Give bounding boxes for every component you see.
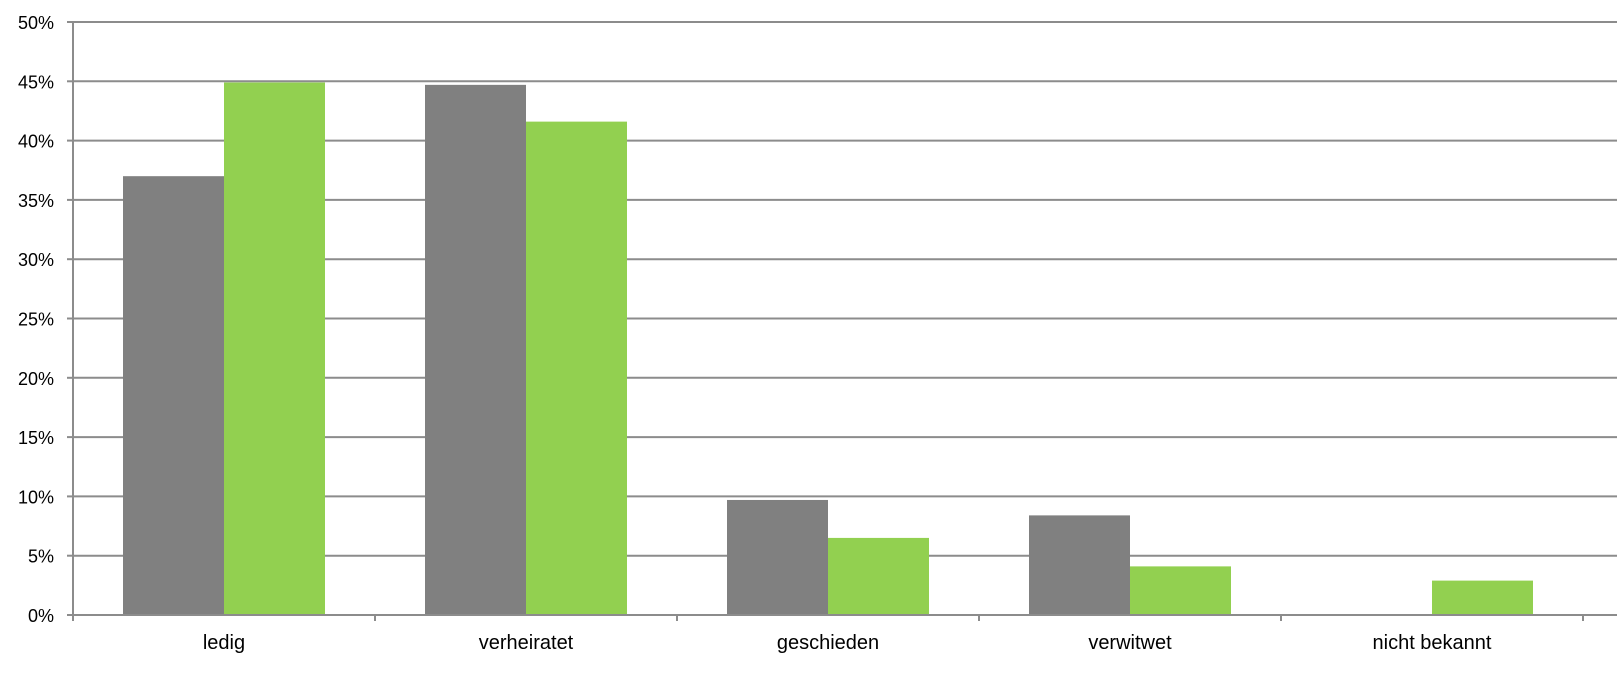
- axes: [67, 21, 1617, 621]
- bar: [224, 82, 325, 615]
- y-tick-label: 50%: [18, 13, 54, 33]
- bar: [1029, 515, 1130, 615]
- x-category-label: nicht bekannt: [1373, 632, 1492, 654]
- y-tick-label: 0%: [28, 606, 54, 626]
- y-tick-label: 40%: [18, 132, 54, 152]
- bar: [727, 499, 828, 615]
- x-category-label: verheiratet: [479, 632, 574, 654]
- bar: [526, 121, 627, 616]
- y-tick-label: 5%: [28, 547, 54, 567]
- gridlines: [73, 21, 1617, 557]
- bar: [425, 84, 526, 615]
- y-tick-label: 30%: [18, 250, 54, 270]
- y-tick-label: 10%: [18, 487, 54, 507]
- y-tick-label: 15%: [18, 428, 54, 448]
- bar: [123, 176, 224, 615]
- bar: [1432, 580, 1533, 615]
- bar: [1130, 566, 1231, 615]
- x-category-label: ledig: [203, 632, 245, 654]
- y-tick-label: 25%: [18, 310, 54, 330]
- y-tick-label: 20%: [18, 369, 54, 389]
- y-tick-label: 35%: [18, 191, 54, 211]
- bars: [123, 82, 1533, 616]
- y-tick-label: 45%: [18, 72, 54, 92]
- x-axis-labels: ledig verheiratet geschieden verwitwet nicht…: [203, 632, 1492, 654]
- bar: [828, 537, 929, 615]
- y-axis-ticks: 0% 5% 10% 15% 20% 25% 30% 35% 40% 45% 50%: [18, 13, 54, 626]
- x-category-label: verwitwet: [1088, 632, 1172, 654]
- x-category-label: geschieden: [777, 632, 879, 654]
